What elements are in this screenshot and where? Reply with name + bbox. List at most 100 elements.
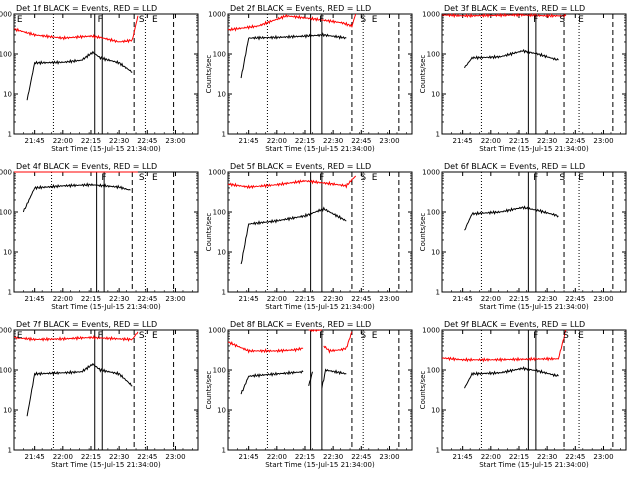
x-tick-label: 22:45 <box>351 137 371 145</box>
marker-letter-e: E <box>372 173 378 183</box>
panel-title: Det 6f BLACK = Events, RED = LLD <box>444 162 585 171</box>
x-tick-label: 22:00 <box>481 295 501 303</box>
marker-letter-s: S <box>563 331 569 341</box>
x-axis-label: Start Time (15-Jul-15 21:34:00) <box>479 145 589 153</box>
x-tick-label: 23:00 <box>165 295 185 303</box>
x-axis-label: Start Time (15-Jul-15 21:34:00) <box>265 303 375 311</box>
y-tick-label: 1 <box>436 131 440 139</box>
x-tick-label: 22:30 <box>537 295 557 303</box>
marker-letter-f: F <box>101 173 106 183</box>
y-tick-label: 10 <box>431 91 440 99</box>
x-tick-label: 22:45 <box>565 137 585 145</box>
x-axis-label: Start Time (15-Jul-15 21:34:00) <box>265 461 375 469</box>
events-series-line <box>26 50 133 101</box>
x-axis-label: Start Time (15-Jul-15 21:34:00) <box>51 145 161 153</box>
lld-series-line <box>441 329 567 363</box>
y-tick-label: 1 <box>8 289 12 297</box>
panel-det-9: Det 9f BLACK = Events, RED = LLD 1 10 100 10… <box>419 320 627 469</box>
y-tick-label: 1000 <box>208 11 226 19</box>
y-tick-label: 10 <box>217 249 226 257</box>
x-tick-label: 22:15 <box>509 137 529 145</box>
events-series-line <box>308 371 313 387</box>
x-tick-label: 21:45 <box>239 453 259 461</box>
x-tick-label: 22:15 <box>81 137 101 145</box>
y-tick-label: 1000 <box>422 327 440 335</box>
events-series-line <box>321 368 347 389</box>
x-tick-label: 22:45 <box>137 453 157 461</box>
marker-letter-f: F <box>98 331 103 341</box>
x-tick-label: 22:15 <box>509 295 529 303</box>
plot-frame <box>13 13 199 135</box>
panel-title: Det 3f BLACK = Events, RED = LLD <box>444 4 585 13</box>
y-tick-label: 100 <box>213 209 226 217</box>
x-tick-label: 22:00 <box>267 137 287 145</box>
plot-frame <box>227 171 413 293</box>
panel-title: Det 7f BLACK = Events, RED = LLD <box>16 320 157 329</box>
y-tick-label: 1 <box>222 289 226 297</box>
marker-letter-e: E <box>372 15 378 25</box>
x-axis-label: Start Time (15-Jul-15 21:34:00) <box>479 461 589 469</box>
x-tick-label: 21:45 <box>239 137 259 145</box>
lld-series-line <box>308 329 322 332</box>
events-series-line <box>240 32 347 79</box>
x-tick-label: 22:15 <box>295 137 315 145</box>
x-tick-label: 22:30 <box>109 137 129 145</box>
plot-frame <box>441 13 627 135</box>
y-tick-label: 100 <box>0 367 12 375</box>
x-tick-label: 21:45 <box>453 453 473 461</box>
y-tick-label: 1000 <box>208 169 226 177</box>
x-tick-label: 21:45 <box>25 453 45 461</box>
x-tick-label: 21:45 <box>453 137 473 145</box>
x-tick-label: 22:15 <box>81 295 101 303</box>
panel-title: Det 1f BLACK = Events, RED = LLD <box>16 4 157 13</box>
y-tick-label: 1 <box>8 131 12 139</box>
x-tick-label: 22:00 <box>267 453 287 461</box>
y-tick-label: 10 <box>3 91 12 99</box>
lld-series-line <box>227 340 304 354</box>
marker-letter-s: S <box>139 331 145 341</box>
y-tick-label: 100 <box>213 367 226 375</box>
x-tick-label: 22:00 <box>53 137 73 145</box>
panel-det-5: Det 5f BLACK = Events, RED = LLD 1 10 100 10… <box>205 162 413 311</box>
marker-letter-s: S <box>139 15 145 25</box>
marker-letter-s: S <box>559 173 565 183</box>
x-tick-label: 22:15 <box>295 295 315 303</box>
y-tick-label: 1 <box>436 447 440 455</box>
lld-series-line <box>13 331 139 342</box>
x-tick-label: 22:30 <box>537 453 557 461</box>
panel-title: Det 5f BLACK = Events, RED = LLD <box>230 162 371 171</box>
events-series-line <box>26 362 133 417</box>
x-tick-label: 23:00 <box>165 137 185 145</box>
y-axis-label: Counts/sec <box>205 371 213 410</box>
marker-letter-e: E <box>578 173 584 183</box>
marker-letter-e: E <box>152 15 158 25</box>
plot-frame <box>13 171 199 293</box>
marker-letter-e: E <box>17 15 23 25</box>
lld-series-line <box>13 15 139 44</box>
y-tick-label: 10 <box>217 91 226 99</box>
marker-letter-e: E <box>578 331 584 341</box>
plot-frame <box>441 171 627 293</box>
x-tick-label: 22:45 <box>351 295 371 303</box>
marker-letter-f: F <box>533 331 538 341</box>
marker-letter-e: E <box>578 15 584 25</box>
events-series-line <box>240 206 347 265</box>
x-tick-label: 22:15 <box>81 453 101 461</box>
panel-det-2: Det 2f BLACK = Events, RED = LLD 1 10 100 10… <box>205 4 413 153</box>
y-tick-label: 100 <box>427 51 440 59</box>
lld-series-line <box>441 12 567 19</box>
y-tick-label: 10 <box>3 407 12 415</box>
panel-det-3: Det 3f BLACK = Events, RED = LLD 1 10 100 10… <box>419 4 627 153</box>
x-tick-label: 22:30 <box>323 137 343 145</box>
x-tick-label: 22:30 <box>323 453 343 461</box>
marker-letter-f: F <box>98 15 103 25</box>
y-tick-label: 1 <box>436 289 440 297</box>
x-tick-label: 23:00 <box>165 453 185 461</box>
y-tick-label: 100 <box>0 51 12 59</box>
x-tick-label: 22:15 <box>295 453 315 461</box>
x-tick-label: 22:00 <box>481 137 501 145</box>
y-tick-label: 1 <box>222 447 226 455</box>
plot-frame <box>441 329 627 451</box>
y-axis-label: Counts/sec <box>419 371 427 410</box>
